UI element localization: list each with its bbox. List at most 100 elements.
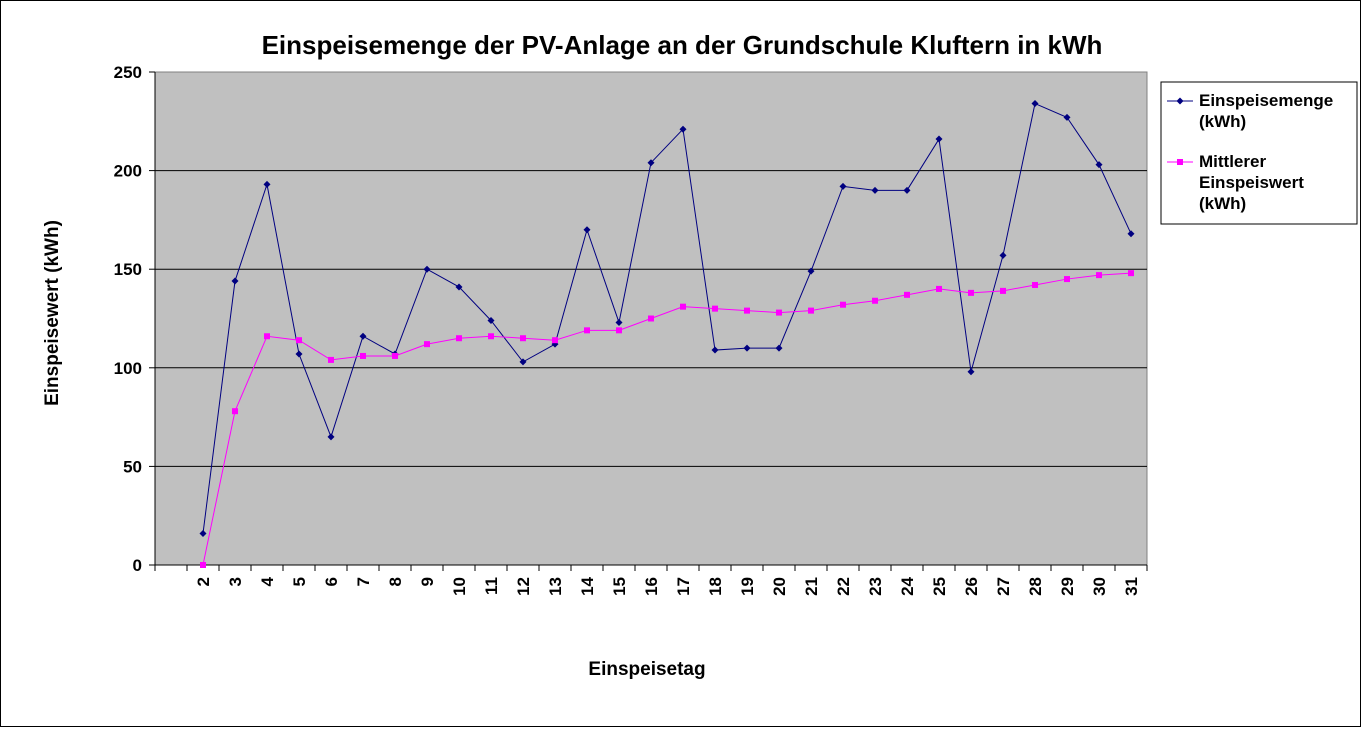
data-point [1063,113,1071,121]
data-point [648,315,654,322]
chart-title: Einspeisemenge der PV-Anlage an der Grun… [262,30,1103,60]
data-point [1128,270,1134,277]
data-point [775,344,783,352]
data-point [200,562,206,568]
legend-swatch-marker [1177,159,1183,165]
data-point [999,251,1007,259]
data-point [423,265,431,273]
x-tick-label: 16 [642,577,661,596]
legend-item-1: Einspeisemenge (kWh) [1167,91,1333,131]
data-point [231,277,239,285]
x-tick-label: 8 [386,577,405,586]
legend-label: (kWh) [1199,112,1246,131]
y-tick-label: 50 [123,457,142,476]
data-point [584,327,590,334]
data-point [776,309,782,316]
data-point [647,159,655,167]
data-point [232,408,238,415]
legend-label: Einspeisemenge [1199,91,1333,110]
series-line [202,102,1132,534]
data-point [583,226,591,234]
series-2 [200,270,1134,568]
gridlines [155,170,1147,467]
data-point [1064,276,1070,283]
x-tick-label: 4 [258,576,277,586]
legend: Einspeisemenge (kWh) Mittlerer Einspeiswert… [1160,81,1358,225]
data-point [424,341,430,348]
data-point [359,332,367,340]
x-tick-label: 2 [194,577,213,586]
x-tick-label: 9 [418,577,437,586]
data-point [711,346,719,354]
data-point [807,267,815,275]
x-tick-label: 27 [994,577,1013,596]
x-tick-label: 21 [802,577,821,596]
y-tick-label: 250 [114,63,142,82]
x-tick-label: 3 [226,577,245,586]
data-point [360,352,366,359]
data-point [519,358,527,366]
x-axis-label: Einspeisetag [588,659,705,680]
legend-box [1160,81,1358,225]
data-point [1127,230,1135,238]
data-point [1095,161,1103,169]
legend-label: Einspeiswert [1199,173,1304,192]
y-tick-label: 0 [133,556,142,575]
data-point [679,125,687,133]
data-point [1031,100,1039,108]
data-point [327,433,335,441]
data-point [455,283,463,291]
data-point [615,318,623,326]
x-tick-label: 11 [482,577,501,595]
data-point [871,186,879,194]
data-point [487,316,495,324]
x-tick-label: 12 [514,577,533,596]
x-tick-label: 24 [898,576,917,595]
data-point [1096,272,1102,279]
data-point [744,307,750,314]
data-point [616,327,622,334]
data-point [296,337,302,344]
x-tick-label: 26 [962,577,981,596]
data-point [199,529,207,537]
data-point [968,289,974,296]
y-tick-label: 100 [114,359,142,378]
data-point [935,135,943,143]
data-point [872,297,878,304]
x-tick-label: 5 [290,577,309,586]
legend-item-2: Mittlerer Einspeiswert (kWh) [1167,152,1304,213]
series-layer [199,100,1135,568]
data-point [264,333,270,340]
data-point [712,305,718,312]
data-point [936,285,942,292]
x-tick-label: 28 [1026,577,1045,596]
legend-label: Mittlerer [1199,152,1266,171]
x-tick-label: 6 [322,577,341,586]
data-point [808,307,814,314]
legend-swatch-marker [1176,97,1184,105]
series-1 [199,100,1135,537]
data-point [520,335,526,342]
data-point [488,333,494,340]
data-point [680,303,686,310]
data-point [263,180,271,188]
x-tick-label: 23 [866,577,885,596]
data-point [967,368,975,376]
x-tick-label: 17 [674,577,693,596]
x-tick-label: 19 [738,577,757,596]
data-point [904,291,910,298]
data-point [839,182,847,190]
x-tick-label: 20 [770,577,789,596]
y-tick-label: 200 [114,162,142,181]
x-tick-label: 18 [706,577,725,596]
series-line [202,272,1132,566]
data-point [552,337,558,344]
y-tick-label: 150 [114,260,142,279]
x-tick-label: 10 [450,577,469,596]
data-point [1032,281,1038,288]
data-point [840,301,846,308]
x-tick-label: 30 [1090,577,1109,596]
x-tick-label: 22 [834,577,853,596]
